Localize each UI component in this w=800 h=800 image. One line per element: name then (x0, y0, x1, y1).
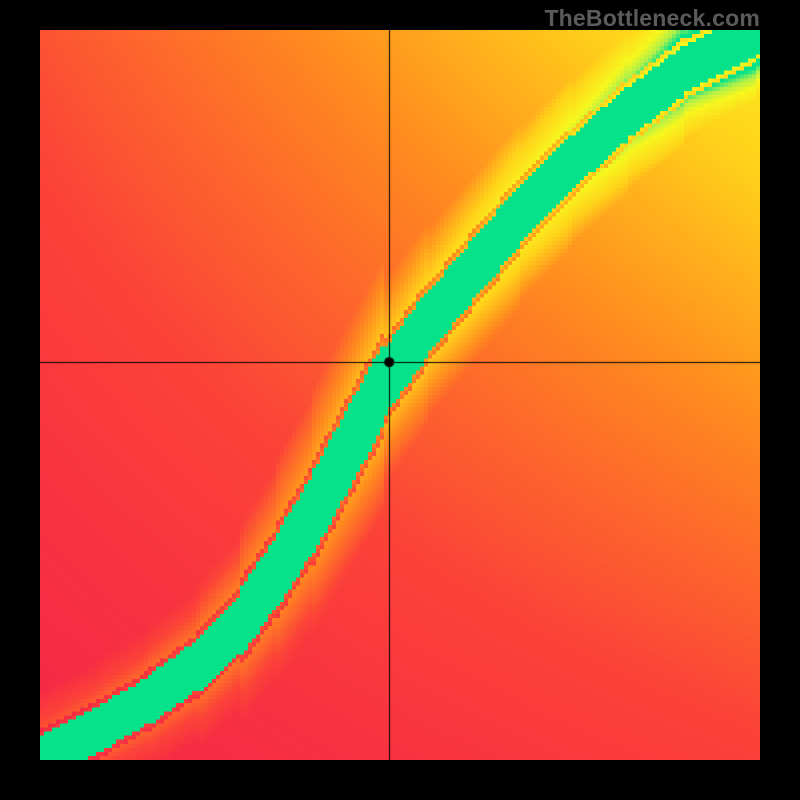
chart-frame: TheBottleneck.com (0, 0, 800, 800)
crosshair-overlay (40, 30, 760, 760)
watermark-text: TheBottleneck.com (544, 5, 760, 32)
